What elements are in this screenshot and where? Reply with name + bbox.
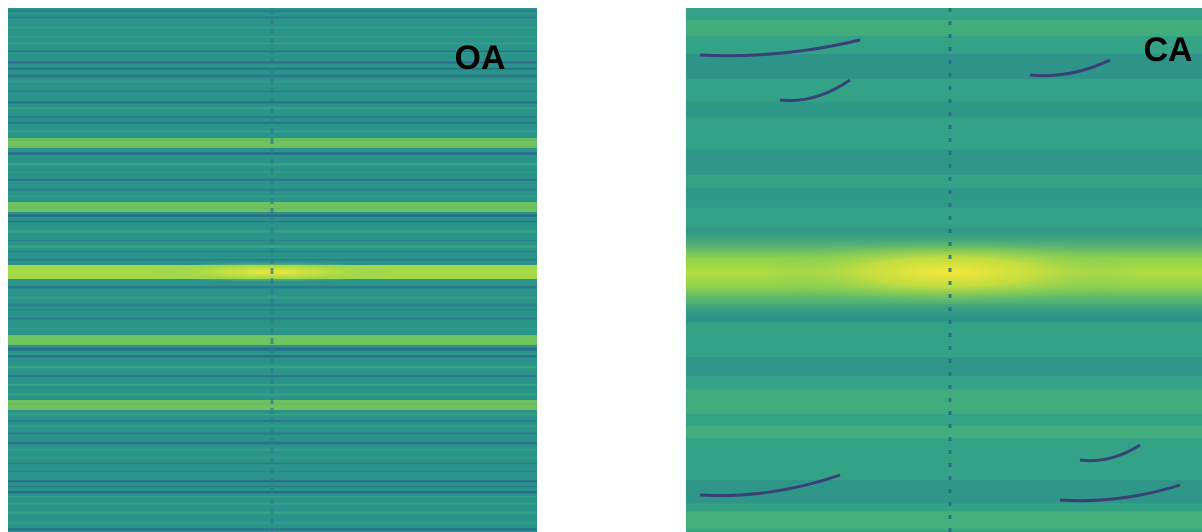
- panel-label: OA: [455, 39, 506, 77]
- stripe: [8, 365, 537, 369]
- soft-band: [686, 101, 1202, 118]
- bright-band: [8, 202, 537, 212]
- bright-band: [8, 400, 537, 410]
- stripe: [8, 285, 537, 289]
- oa-panel: [8, 8, 537, 532]
- stripe: [8, 26, 537, 29]
- stripe: [8, 303, 537, 307]
- soft-band: [686, 389, 1202, 414]
- soft-band: [686, 425, 1202, 439]
- stripe: [8, 195, 537, 198]
- soft-band: [686, 187, 1202, 208]
- dark-streak: [1079, 443, 1141, 463]
- stripe: [8, 393, 537, 396]
- soft-band: [686, 357, 1202, 376]
- panel-label: CA: [1143, 31, 1192, 69]
- stripe: [8, 456, 537, 459]
- soft-band: [686, 149, 1202, 175]
- stripe: [8, 424, 537, 428]
- soft-band: [686, 20, 1202, 36]
- dark-streak: [1059, 483, 1181, 503]
- stripe: [8, 355, 537, 358]
- ca-panel: [686, 8, 1202, 532]
- stripe: [8, 485, 537, 488]
- stripe: [8, 245, 537, 248]
- stripe: [8, 214, 537, 217]
- stripe: [8, 36, 537, 38]
- soft-band: [686, 511, 1202, 530]
- dark-streak: [1029, 58, 1111, 78]
- stripe: [8, 116, 537, 118]
- soft-band: [686, 480, 1202, 504]
- stripe: [8, 496, 537, 498]
- dark-streak: [779, 78, 851, 103]
- dark-streak: [699, 473, 841, 498]
- stripe: [8, 16, 537, 19]
- stripe: [8, 413, 537, 416]
- stripe: [8, 375, 537, 377]
- stripe: [8, 162, 537, 166]
- stripe: [8, 296, 537, 299]
- stripe: [8, 383, 537, 386]
- dark-streak: [699, 38, 861, 58]
- stripe: [8, 74, 537, 78]
- soft-band: [686, 53, 1202, 79]
